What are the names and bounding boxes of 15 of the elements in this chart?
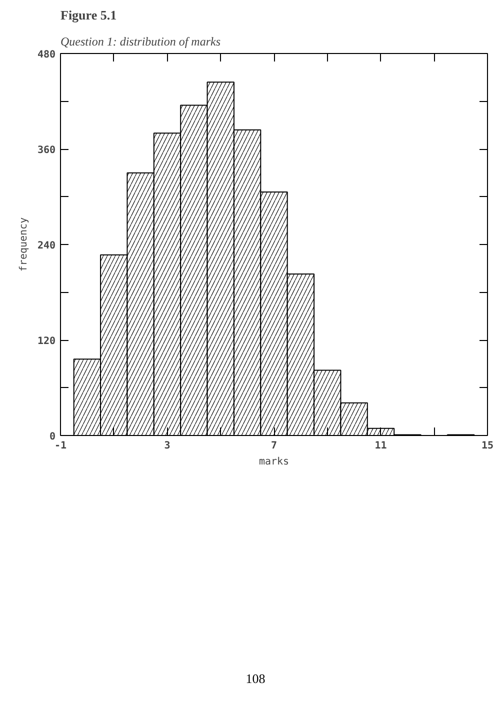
y-tick-label: 120 <box>37 336 56 347</box>
x-tick-label: 7 <box>270 440 278 452</box>
x-tick-label: 11 <box>374 440 387 452</box>
chart-title: Figure 5.1 <box>60 8 117 22</box>
y-tick-label: 360 <box>37 145 56 156</box>
chart-subtitle: Question 1: distribution of marks <box>60 34 221 48</box>
text: 108 <box>246 670 266 688</box>
x-tick-label: 15 <box>481 440 494 452</box>
x-tick-label: -1 <box>54 440 67 452</box>
y-tick-label: 240 <box>37 240 56 252</box>
x-axis-title: marks <box>258 456 290 468</box>
y-tick-label: 480 <box>37 50 56 60</box>
y-tick-label: 0 <box>49 432 56 442</box>
x-tick-label: 3 <box>164 440 170 452</box>
y-axis-title: frequency <box>18 217 30 272</box>
